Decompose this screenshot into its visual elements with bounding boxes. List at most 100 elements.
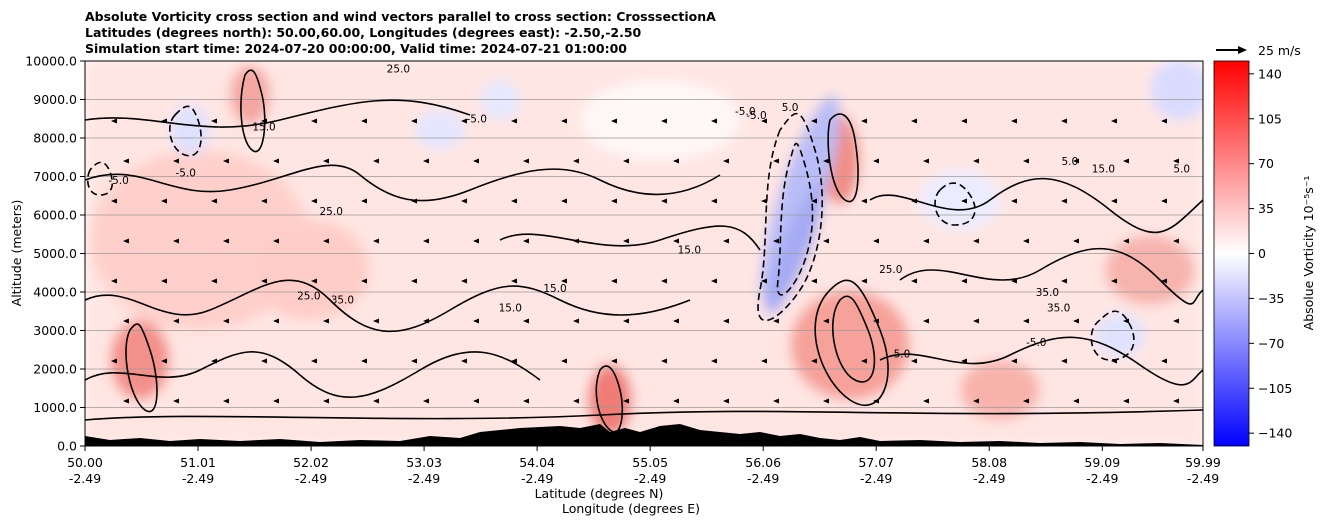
y-tick-label: 2000.0 [33, 362, 77, 377]
x-tick-label-lat: 56.06 [745, 455, 781, 470]
wind-vector [623, 398, 629, 404]
colorbar-tick-label: 0 [1258, 246, 1266, 261]
wind-vector [311, 358, 317, 364]
x-tick-label-lon: -2.49 [69, 471, 101, 486]
wind-vector [323, 398, 329, 404]
colorbar-tick-label: −105 [1258, 381, 1292, 396]
wind-vector [1073, 318, 1079, 324]
wind-vector [511, 198, 517, 204]
x-tick-label-lat: 53.03 [406, 455, 442, 470]
wind-vector [1111, 278, 1117, 284]
contour-line [240, 69, 266, 153]
wind-vector [361, 358, 367, 364]
wind-vector [911, 278, 917, 284]
wind-vector [723, 318, 729, 324]
wind-vector [573, 318, 579, 324]
wind-vector [223, 158, 229, 164]
wind-vector [723, 158, 729, 164]
field-patch [480, 80, 520, 120]
wind-vector [873, 238, 879, 244]
x-tick-label-lon: -2.49 [295, 471, 327, 486]
x-tick-label-lat: 51.01 [180, 455, 216, 470]
wind-vector [461, 198, 467, 204]
contour-line [879, 336, 1203, 386]
colorbar-tick-label: −70 [1258, 336, 1284, 351]
wind-vector [111, 118, 117, 124]
y-tick-label: 6000.0 [33, 208, 77, 223]
x-tick-label-lon: -2.49 [860, 471, 892, 486]
wind-vector [311, 278, 317, 284]
wind-vector [773, 318, 779, 324]
wind-vector [761, 358, 767, 364]
wind-vector [923, 238, 929, 244]
wind-vector [261, 198, 267, 204]
wind-vector [723, 398, 729, 404]
wind-vector [923, 398, 929, 404]
wind-vector [461, 278, 467, 284]
contour-line [125, 323, 158, 413]
wind-vector [423, 238, 429, 244]
wind-vector [1023, 238, 1029, 244]
wind-vector [961, 358, 967, 364]
colorbar-label: Absolue Vorticity 10⁻⁵s⁻¹ [1301, 176, 1316, 331]
wind-vector [973, 158, 979, 164]
wind-vector [661, 198, 667, 204]
wind-vector [1023, 318, 1029, 324]
x-tick-label-lat: 55.05 [632, 455, 668, 470]
wind-vector [511, 358, 517, 364]
wind-vector [423, 318, 429, 324]
wind-vector [623, 318, 629, 324]
wind-vector [211, 278, 217, 284]
wind-vector [223, 398, 229, 404]
wind-vector [611, 358, 617, 364]
wind-vector [911, 358, 917, 364]
wind-vector [473, 318, 479, 324]
wind-vectors [111, 118, 1179, 404]
y-tick-label: 1000.0 [33, 400, 77, 415]
contour-label: -5.0 [735, 106, 756, 118]
wind-vector [423, 158, 429, 164]
contour-line [85, 351, 541, 398]
wind-vector [523, 158, 529, 164]
contour-line [169, 105, 202, 157]
wind-vector [461, 358, 467, 364]
wind-vector [1111, 118, 1117, 124]
contour-label: -5.0 [466, 114, 487, 126]
contour-label: -5.0 [108, 175, 129, 187]
wind-vector [361, 278, 367, 284]
wind-vector [1073, 158, 1079, 164]
wind-vector [561, 198, 567, 204]
wind-vector [1061, 358, 1067, 364]
wind-vector [323, 238, 329, 244]
wind-vector [573, 238, 579, 244]
wind-vector [173, 318, 179, 324]
contour-labels: 25.015.015.05.0-5.0-5.025.05.015.0 5.035.… [108, 64, 1190, 361]
x-tick-label-lon: -2.49 [747, 471, 779, 486]
contour-label: 15.0 [678, 245, 701, 257]
wind-vector [111, 358, 117, 364]
contour-line [814, 279, 889, 407]
contour-line [934, 182, 976, 226]
wind-vector [1161, 198, 1167, 204]
wind-vector [1123, 158, 1129, 164]
y-axis: 0.0 1000.0 2000.0 3000.0 4000.0 5000.0 6000.0 7… [25, 54, 85, 454]
wind-vector [711, 278, 717, 284]
wind-vector [861, 358, 867, 364]
x-tick-label-lon: -2.49 [1086, 471, 1118, 486]
wind-vector [773, 238, 779, 244]
wind-vector [823, 158, 829, 164]
field-patch [920, 170, 1000, 230]
wind-vector [661, 358, 667, 364]
wind-vector [761, 118, 767, 124]
wind-vector [573, 398, 579, 404]
wind-vector [811, 118, 817, 124]
wind-vector [611, 118, 617, 124]
wind-vector [823, 398, 829, 404]
y-tick-label: 8000.0 [33, 131, 77, 146]
wind-vector [1011, 118, 1017, 124]
contour-line [899, 247, 1203, 305]
wind-vector [211, 358, 217, 364]
wind-vector [1123, 318, 1129, 324]
contour-label: 5.0 [782, 102, 799, 114]
